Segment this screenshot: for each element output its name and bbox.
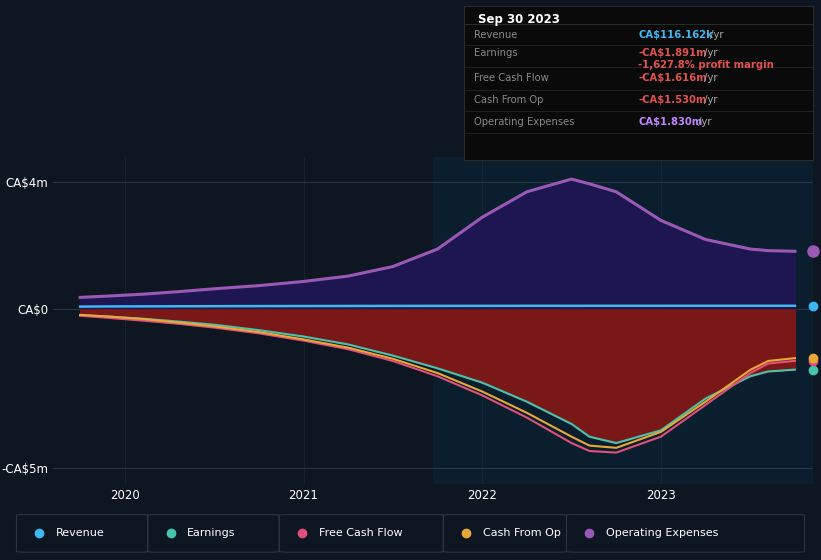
Text: -CA$1.530m: -CA$1.530m	[639, 95, 707, 105]
Text: -CA$1.616m: -CA$1.616m	[639, 73, 707, 83]
Text: Operating Expenses: Operating Expenses	[475, 117, 575, 127]
Text: -1,627.8% profit margin: -1,627.8% profit margin	[639, 59, 774, 69]
Text: Revenue: Revenue	[475, 30, 518, 40]
Text: Revenue: Revenue	[56, 528, 104, 538]
Text: Sep 30 2023: Sep 30 2023	[478, 12, 560, 26]
Text: /yr: /yr	[701, 48, 718, 58]
Text: /yr: /yr	[708, 30, 724, 40]
Text: /yr: /yr	[701, 73, 718, 83]
Text: Cash From Op: Cash From Op	[483, 528, 561, 538]
Text: Free Cash Flow: Free Cash Flow	[319, 528, 402, 538]
Text: CA$116.162k: CA$116.162k	[639, 30, 713, 40]
Text: /yr: /yr	[701, 95, 718, 105]
Text: /yr: /yr	[695, 117, 711, 127]
Text: CA$1.830m: CA$1.830m	[639, 117, 703, 127]
Text: Cash From Op: Cash From Op	[475, 95, 544, 105]
Text: Earnings: Earnings	[187, 528, 236, 538]
Text: Free Cash Flow: Free Cash Flow	[475, 73, 549, 83]
Text: -CA$1.891m: -CA$1.891m	[639, 48, 707, 58]
Text: Operating Expenses: Operating Expenses	[606, 528, 718, 538]
Text: Earnings: Earnings	[475, 48, 518, 58]
